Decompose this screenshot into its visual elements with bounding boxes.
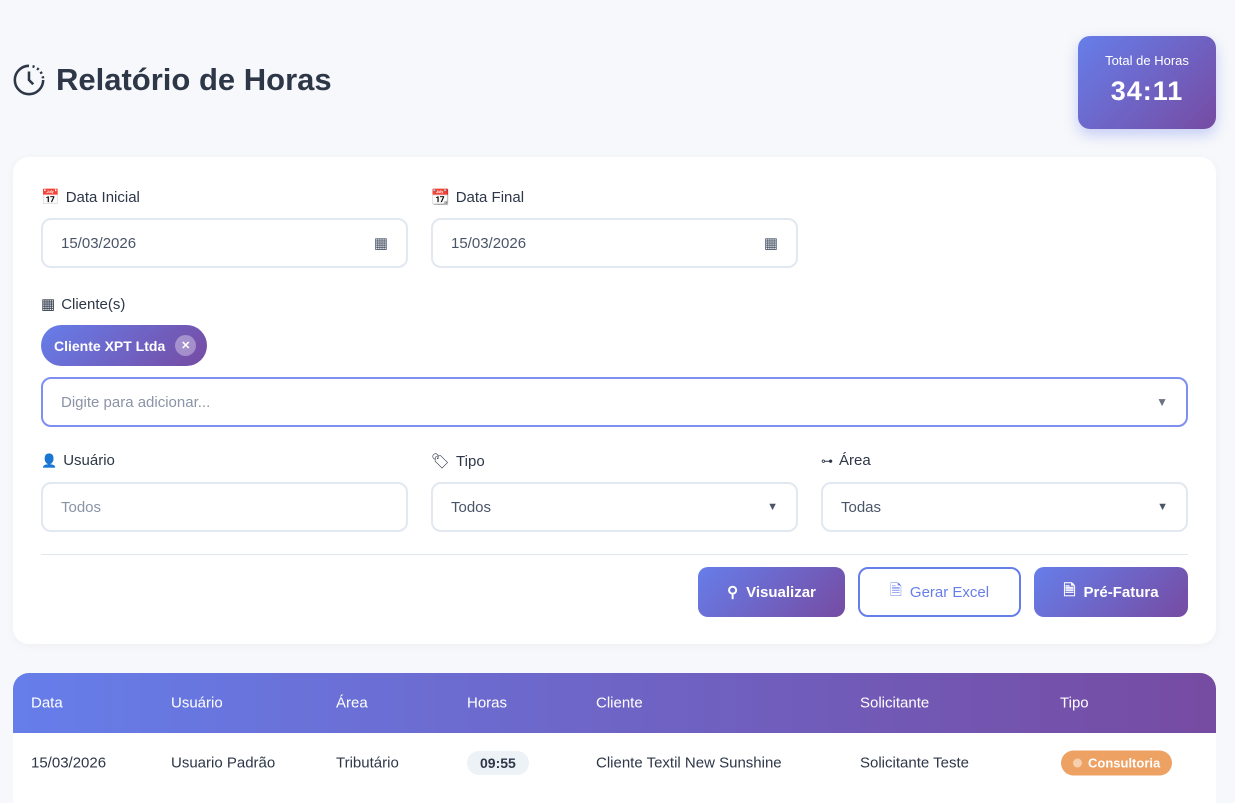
dot-icon [1073, 758, 1082, 768]
clock-icon [13, 64, 45, 96]
type-select[interactable]: Todos ▼ [431, 482, 798, 532]
page-header: Relatório de Horas [12, 62, 332, 98]
col-cliente[interactable]: Cliente [596, 694, 643, 712]
divider [41, 554, 1188, 555]
area-label: ⊶ Área [821, 452, 871, 469]
calendar-picker-icon[interactable]: ▦ [373, 235, 388, 252]
area-value: Todas [841, 498, 882, 516]
type-value: Todos [451, 498, 492, 516]
file-pdf-icon: 🗎 [1063, 581, 1076, 599]
start-date-label-text: Data Inicial [65, 188, 140, 206]
total-hours-label: Total de Horas [1105, 53, 1189, 68]
start-date-label: 📅 Data Inicial [41, 188, 140, 207]
client-chip-label: Cliente XPT Ltda [54, 337, 166, 354]
client-chip: Cliente XPT Ltda ✕ [41, 325, 207, 366]
table-header: Data Usuário Área Horas Cliente Solicita… [13, 673, 1216, 733]
calendar-picker-icon[interactable]: ▦ [763, 235, 778, 252]
search-icon: ⚲ [727, 584, 739, 601]
cell-area: Tributário [336, 754, 399, 772]
end-date-label-text: Data Final [455, 188, 525, 206]
caret-down-icon: ▼ [1157, 501, 1168, 513]
caret-down-icon: ▼ [767, 501, 778, 513]
clients-label: ▦ Cliente(s) [41, 295, 126, 314]
area-select[interactable]: Todas ▼ [821, 482, 1188, 532]
type-label: 🏷 Tipo [431, 452, 485, 471]
page-title: Relatório de Horas [56, 62, 332, 97]
excel-button-label: Gerar Excel [909, 583, 990, 601]
col-horas[interactable]: Horas [467, 694, 508, 712]
view-button[interactable]: ⚲ Visualizar [698, 567, 845, 617]
end-date-label: 📆 Data Final [431, 188, 525, 207]
col-tipo[interactable]: Tipo [1060, 694, 1089, 712]
type-badge: Consultoria [1061, 750, 1173, 776]
start-date-value: 15/03/2026 [61, 234, 137, 252]
area-label-text: Área [839, 452, 871, 469]
end-date-input[interactable]: 15/03/2026 ▦ [431, 218, 798, 268]
col-usuario[interactable]: Usuário [171, 694, 223, 712]
end-date-value: 15/03/2026 [451, 234, 527, 252]
calendar-check-icon: 📆 [431, 189, 450, 206]
user-icon: 👤 [41, 452, 58, 468]
building-icon: ▦ [41, 296, 56, 313]
col-solicitante[interactable]: Solicitante [860, 694, 930, 712]
type-label-text: Tipo [456, 452, 485, 470]
user-label-text: Usuário [63, 452, 115, 469]
tag-icon: 🏷 [431, 453, 451, 470]
file-excel-icon: 🗎 [889, 581, 902, 599]
col-area[interactable]: Área [336, 694, 368, 712]
user-label: 👤 Usuário [41, 452, 115, 469]
cell-data: 15/03/2026 [31, 754, 107, 772]
excel-button[interactable]: 🗎 Gerar Excel [858, 567, 1021, 617]
total-hours-card: Total de Horas 34:11 [1078, 36, 1216, 129]
cell-solicitante: Solicitante Teste [860, 754, 969, 772]
table-row[interactable]: 15/03/2026 Usuario Padrão Tributário 09:… [13, 733, 1216, 793]
user-input[interactable]: Todos [41, 482, 408, 532]
col-data[interactable]: Data [31, 694, 63, 712]
type-badge-label: Consultoria [1088, 755, 1161, 771]
user-placeholder: Todos [61, 498, 102, 516]
cell-cliente: Cliente Textil New Sunshine [596, 754, 782, 772]
client-search-input[interactable]: Digite para adicionar... ▼ [41, 377, 1188, 427]
pre-invoice-button[interactable]: 🗎 Pré-Fatura [1034, 567, 1188, 617]
total-hours-value: 34:11 [1110, 76, 1184, 106]
remove-chip-icon[interactable]: ✕ [175, 335, 197, 356]
cell-usuario: Usuario Padrão [171, 754, 276, 772]
view-button-label: Visualizar [746, 583, 816, 601]
clients-label-text: Cliente(s) [61, 295, 126, 313]
chevron-down-icon[interactable]: ▼ [1156, 395, 1168, 409]
client-search-placeholder: Digite para adicionar... [61, 393, 211, 411]
filter-card: 📅 Data Inicial 15/03/2026 ▦ 📆 Data Final 15… [13, 157, 1216, 644]
pre-invoice-button-label: Pré-Fatura [1083, 583, 1159, 601]
hours-table: Data Usuário Área Horas Cliente Solicita… [13, 673, 1216, 803]
calendar-icon: 📅 [41, 189, 60, 206]
start-date-input[interactable]: 15/03/2026 ▦ [41, 218, 408, 268]
sitemap-icon: ⊶ [821, 453, 833, 468]
cell-horas: 09:55 [467, 751, 529, 775]
